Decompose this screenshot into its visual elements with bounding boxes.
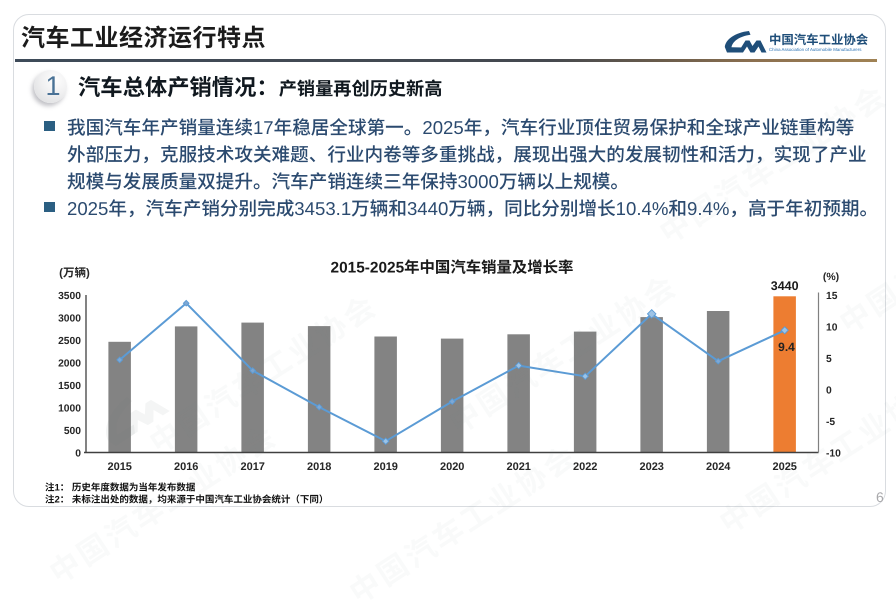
svg-text:(%): (%) (823, 271, 839, 283)
svg-text:3000: 3000 (58, 313, 81, 324)
svg-text:3500: 3500 (58, 291, 81, 302)
svg-text:2000: 2000 (58, 358, 81, 369)
svg-text:2015-2025年中国汽车销量及增长率: 2015-2025年中国汽车销量及增长率 (331, 259, 574, 277)
svg-text:1500: 1500 (58, 381, 81, 392)
svg-text:2020: 2020 (440, 461, 464, 473)
svg-text:0: 0 (75, 448, 81, 459)
svg-text:2022: 2022 (573, 461, 597, 473)
svg-text:15: 15 (826, 291, 838, 302)
svg-text:1000: 1000 (58, 403, 81, 414)
svg-text:注1： 历史年度数据为当年发布数据: 注1： 历史年度数据为当年发布数据 (45, 482, 196, 494)
svg-text:2023: 2023 (639, 461, 663, 473)
svg-text:-10: -10 (826, 448, 841, 459)
svg-text:-5: -5 (826, 417, 835, 428)
svg-text:2025: 2025 (772, 461, 796, 473)
svg-text:2500: 2500 (58, 336, 81, 347)
svg-text:0: 0 (826, 385, 832, 396)
svg-text:2015: 2015 (107, 461, 131, 473)
svg-text:10: 10 (826, 322, 838, 333)
svg-text:2021: 2021 (506, 461, 530, 473)
svg-text:2018: 2018 (307, 461, 331, 473)
svg-text:9.4: 9.4 (778, 340, 795, 354)
svg-text:(万辆): (万辆) (59, 267, 90, 280)
svg-text:2016: 2016 (174, 461, 198, 473)
svg-text:注2： 未标注出处的数据，均来源于中国汽车工业协会统计（下同: 注2： 未标注出处的数据，均来源于中国汽车工业协会统计（下同） (45, 494, 328, 506)
svg-text:2024: 2024 (706, 461, 731, 473)
svg-text:3440: 3440 (771, 279, 799, 293)
svg-text:500: 500 (64, 426, 81, 437)
svg-text:5: 5 (826, 354, 832, 365)
svg-text:2019: 2019 (373, 461, 397, 473)
svg-text:2017: 2017 (240, 461, 264, 473)
